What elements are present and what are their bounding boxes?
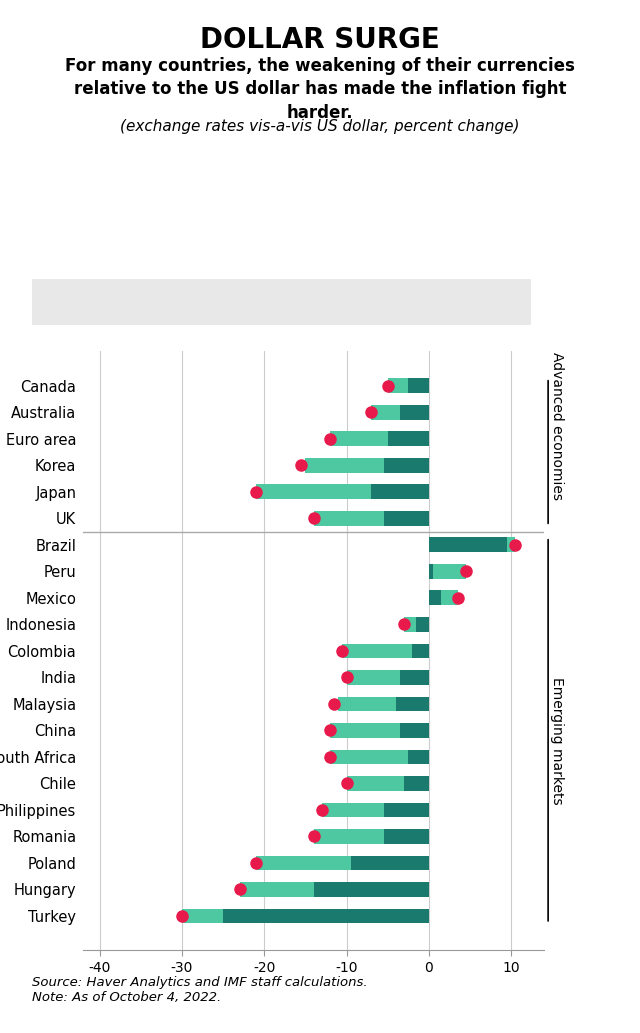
Text: 2022 YTD: 2022 YTD bbox=[426, 295, 493, 309]
Bar bbox=[400, 723, 429, 738]
Bar bbox=[408, 378, 429, 393]
Bar bbox=[429, 537, 507, 552]
Text: Jan 3 – June 30: Jan 3 – June 30 bbox=[97, 295, 199, 309]
Bar bbox=[256, 484, 371, 499]
Bar bbox=[305, 458, 383, 472]
Bar bbox=[330, 723, 400, 738]
Bar bbox=[314, 829, 383, 844]
Bar bbox=[507, 537, 515, 552]
Text: ET: ET bbox=[520, 980, 555, 1004]
Bar bbox=[383, 803, 429, 817]
Bar bbox=[322, 803, 383, 817]
Text: For many countries, the weakening of their currencies
relative to the US dollar : For many countries, the weakening of the… bbox=[65, 57, 575, 122]
Bar bbox=[400, 405, 429, 419]
Text: (exchange rates vis-a-vis US dollar, percent change): (exchange rates vis-a-vis US dollar, per… bbox=[120, 119, 520, 134]
Bar bbox=[314, 882, 429, 897]
Bar bbox=[342, 644, 412, 658]
Bar bbox=[396, 696, 429, 711]
Bar bbox=[383, 511, 429, 526]
Bar bbox=[242, 293, 264, 311]
Text: Advanced economies: Advanced economies bbox=[550, 352, 564, 500]
Bar bbox=[256, 855, 351, 870]
Bar bbox=[412, 644, 429, 658]
Bar bbox=[314, 511, 383, 526]
Bar bbox=[429, 564, 433, 578]
Bar bbox=[67, 293, 90, 311]
Bar bbox=[408, 750, 429, 764]
Bar bbox=[441, 591, 458, 605]
Bar bbox=[182, 909, 223, 924]
Bar bbox=[339, 696, 396, 711]
Bar bbox=[223, 909, 429, 924]
Bar bbox=[400, 670, 429, 685]
Bar bbox=[371, 405, 400, 419]
Bar bbox=[404, 617, 417, 631]
Bar bbox=[383, 829, 429, 844]
Bar bbox=[330, 750, 408, 764]
Bar bbox=[330, 432, 388, 446]
Bar bbox=[429, 591, 441, 605]
Bar bbox=[433, 564, 466, 578]
Text: DOLLAR SURGE: DOLLAR SURGE bbox=[200, 26, 440, 54]
Bar bbox=[388, 432, 429, 446]
Bar bbox=[351, 855, 429, 870]
Bar bbox=[417, 617, 429, 631]
Bar bbox=[371, 484, 429, 499]
Circle shape bbox=[317, 293, 497, 311]
Bar bbox=[388, 378, 408, 393]
Bar bbox=[346, 776, 404, 790]
Bar bbox=[346, 670, 400, 685]
Bar bbox=[239, 882, 314, 897]
Text: Emerging markets: Emerging markets bbox=[550, 677, 564, 805]
Bar bbox=[404, 776, 429, 790]
Bar bbox=[383, 458, 429, 472]
Text: Source: Haver Analytics and IMF staff calculations.
Note: As of October 4, 2022.: Source: Haver Analytics and IMF staff ca… bbox=[32, 976, 367, 1004]
Text: Since July 1: Since July 1 bbox=[271, 295, 351, 309]
